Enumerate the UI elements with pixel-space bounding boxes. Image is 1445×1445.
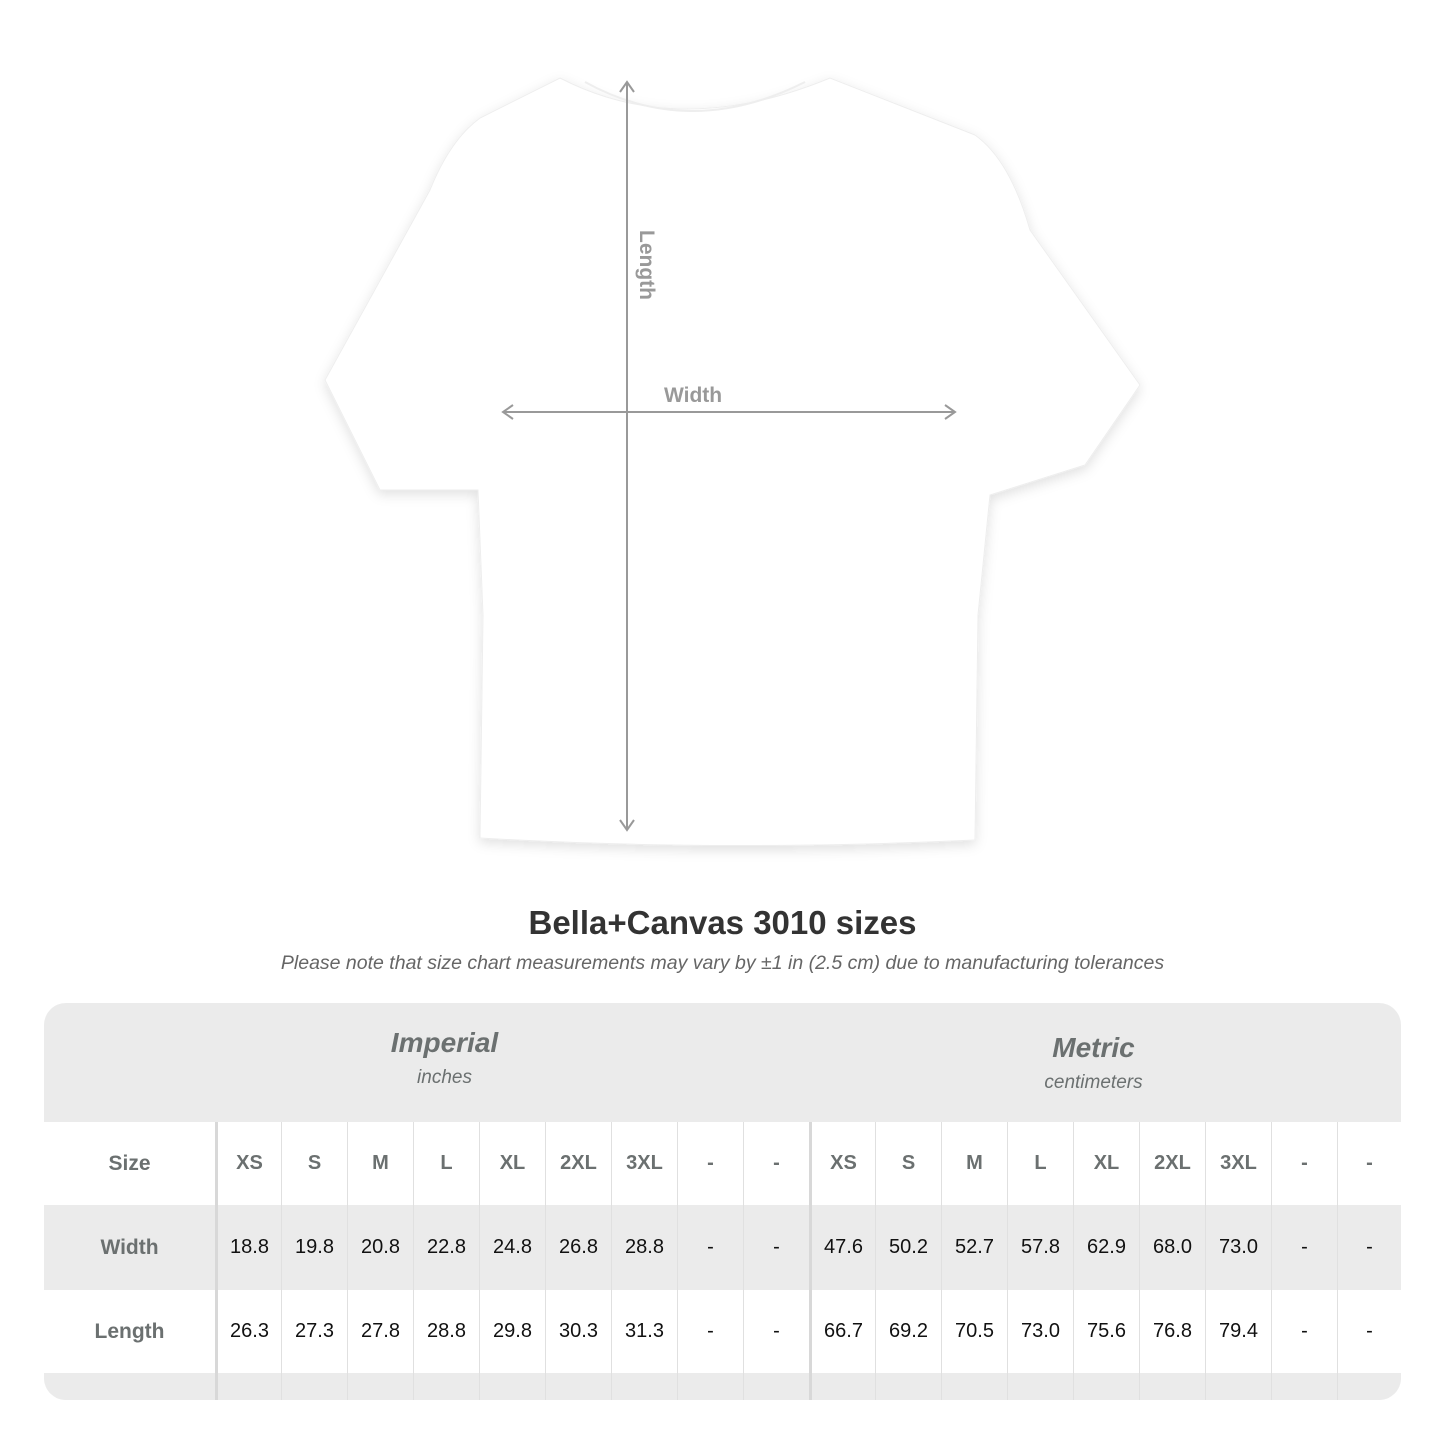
imperial-cell: 31.3 xyxy=(611,1290,677,1373)
imperial-cell: M xyxy=(347,1122,413,1205)
width-label: Width xyxy=(664,384,722,407)
imperial-cell: - xyxy=(743,1290,809,1373)
size-table: Imperial inches Metric centimeters Size X… xyxy=(44,1003,1401,1400)
table-row-length: Length 26.3 27.3 27.8 28.8 29.8 30.3 31.3- -66.7… xyxy=(44,1290,1401,1373)
metric-cell: S xyxy=(875,1122,941,1205)
imperial-cell: XL xyxy=(479,1122,545,1205)
metric-header: Metric centimeters xyxy=(797,1032,1390,1094)
metric-cell: - xyxy=(1271,1122,1337,1205)
metric-cell: - xyxy=(1337,1290,1401,1373)
imperial-cell: - xyxy=(677,1122,743,1205)
imperial-cell: S xyxy=(281,1122,347,1205)
imperial-cell: 27.3 xyxy=(281,1290,347,1373)
row-label: Width xyxy=(100,1235,159,1259)
imperial-cell: - xyxy=(677,1290,743,1373)
metric-cell: 52.7 xyxy=(941,1205,1007,1290)
imperial-cell: 22.8 xyxy=(413,1205,479,1290)
table-row-width: Width 18.8 19.8 20.8 22.8 24.8 26.8 28.8- -47.6 5… xyxy=(44,1205,1401,1290)
length-label: Length xyxy=(635,230,658,300)
metric-unit: centimeters xyxy=(1044,1072,1143,1093)
metric-cell: XL xyxy=(1073,1122,1139,1205)
imperial-cell xyxy=(611,1373,677,1400)
row-label xyxy=(44,1373,215,1400)
metric-cell: 47.6 xyxy=(809,1205,875,1290)
metric-cell: 75.6 xyxy=(1073,1290,1139,1373)
metric-cell: 66.7 xyxy=(809,1290,875,1373)
imperial-cell: - xyxy=(743,1205,809,1290)
metric-cell: - xyxy=(1337,1205,1401,1290)
table-row-size: Size XS S M L XL 2XL 3XL - - XS S M L XL 2XL 3XL - - xyxy=(44,1122,1401,1205)
imperial-cell: - xyxy=(743,1122,809,1205)
imperial-cell: 30.3 xyxy=(545,1290,611,1373)
imperial-cell: 28.8 xyxy=(413,1290,479,1373)
imperial-cell xyxy=(281,1373,347,1400)
table-row-footer xyxy=(44,1373,1401,1400)
metric-cell xyxy=(941,1373,1007,1400)
metric-cell: 70.5 xyxy=(941,1290,1007,1373)
metric-cell: - xyxy=(1271,1205,1337,1290)
metric-cell xyxy=(1337,1373,1401,1400)
imperial-cell xyxy=(479,1373,545,1400)
imperial-unit: inches xyxy=(417,1067,472,1088)
imperial-cell: 29.8 xyxy=(479,1290,545,1373)
metric-cell: - xyxy=(1271,1290,1337,1373)
metric-cell: 50.2 xyxy=(875,1205,941,1290)
length-arrow xyxy=(619,80,635,832)
metric-cell: - xyxy=(1337,1122,1401,1205)
imperial-cell: 26.3 xyxy=(215,1290,281,1373)
metric-cell: 62.9 xyxy=(1073,1205,1139,1290)
page-title: Bella+Canvas 3010 sizes xyxy=(528,904,917,941)
metric-cell: 57.8 xyxy=(1007,1205,1073,1290)
imperial-cell xyxy=(413,1373,479,1400)
imperial-cell: 3XL xyxy=(611,1122,677,1205)
metric-cell xyxy=(1205,1373,1271,1400)
imperial-cell: 24.8 xyxy=(479,1205,545,1290)
imperial-cell: XS xyxy=(215,1122,281,1205)
imperial-cell: 28.8 xyxy=(611,1205,677,1290)
metric-cell: L xyxy=(1007,1122,1073,1205)
imperial-header: Imperial inches xyxy=(148,1027,741,1089)
metric-cell: 73.0 xyxy=(1205,1205,1271,1290)
imperial-cell: 20.8 xyxy=(347,1205,413,1290)
imperial-cell xyxy=(215,1373,281,1400)
metric-cell xyxy=(1271,1373,1337,1400)
imperial-cell: 2XL xyxy=(545,1122,611,1205)
imperial-cell xyxy=(743,1373,809,1400)
metric-cell: 79.4 xyxy=(1205,1290,1271,1373)
row-label: Length xyxy=(94,1319,165,1343)
imperial-cell: L xyxy=(413,1122,479,1205)
metric-cell: 76.8 xyxy=(1139,1290,1205,1373)
metric-cell xyxy=(1139,1373,1205,1400)
imperial-cell: - xyxy=(677,1205,743,1290)
metric-cell xyxy=(875,1373,941,1400)
imperial-cell: 18.8 xyxy=(215,1205,281,1290)
imperial-cell xyxy=(545,1373,611,1400)
tolerance-note: Please note that size chart measurements… xyxy=(280,952,1165,974)
metric-cell: M xyxy=(941,1122,1007,1205)
metric-cell: 3XL xyxy=(1205,1122,1271,1205)
tshirt-diagram: Length Width xyxy=(324,77,1141,847)
metric-cell xyxy=(1073,1373,1139,1400)
metric-cell xyxy=(1007,1373,1073,1400)
imperial-cell: 26.8 xyxy=(545,1205,611,1290)
imperial-title: Imperial xyxy=(390,1027,499,1058)
row-label: Size xyxy=(108,1151,151,1175)
metric-cell: 68.0 xyxy=(1139,1205,1205,1290)
width-arrow xyxy=(501,404,957,420)
imperial-cell: 19.8 xyxy=(281,1205,347,1290)
metric-cell: 73.0 xyxy=(1007,1290,1073,1373)
collar xyxy=(584,81,806,112)
imperial-cell xyxy=(677,1373,743,1400)
metric-title: Metric xyxy=(1052,1032,1135,1063)
imperial-cell xyxy=(347,1373,413,1400)
metric-cell xyxy=(809,1373,875,1400)
metric-cell: 2XL xyxy=(1139,1122,1205,1205)
metric-cell: XS xyxy=(809,1122,875,1205)
metric-cell: 69.2 xyxy=(875,1290,941,1373)
imperial-cell: 27.8 xyxy=(347,1290,413,1373)
tshirt-shape xyxy=(324,77,1141,847)
